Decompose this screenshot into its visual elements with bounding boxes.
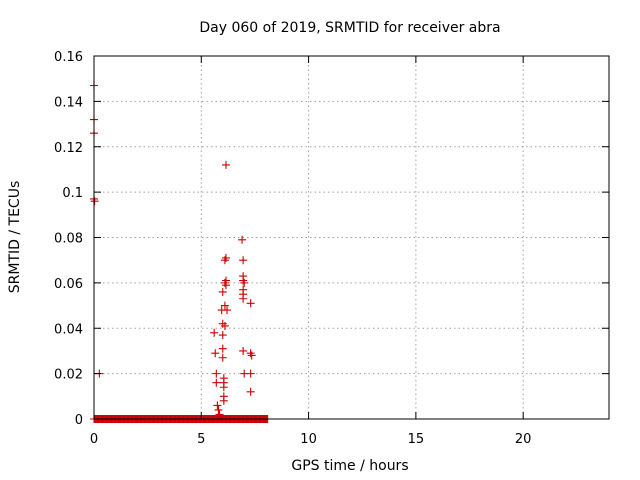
y-tick-label: 0.08 <box>54 232 83 247</box>
data-point <box>212 378 221 387</box>
x-tick-label: 0 <box>90 432 98 447</box>
data-point <box>219 383 228 392</box>
data-point <box>218 353 227 362</box>
x-tick-label: 20 <box>515 432 532 447</box>
x-axis-label: GPS time / hours <box>291 458 408 474</box>
data-points <box>90 81 272 423</box>
data-point <box>239 346 248 355</box>
x-tick-label: 15 <box>408 432 425 447</box>
y-tick-label: 0.1 <box>62 186 83 201</box>
y-tick-label: 0.14 <box>54 95 83 110</box>
y-tick-label: 0 <box>75 413 83 428</box>
data-point <box>218 287 227 296</box>
data-point <box>218 344 227 353</box>
data-point <box>210 328 219 337</box>
data-point <box>212 369 221 378</box>
data-point <box>239 256 248 265</box>
y-tick-label: 0.12 <box>54 141 83 156</box>
chart-title: Day 060 of 2019, SRMTID for receiver abr… <box>199 20 500 36</box>
y-tick-label: 0.04 <box>54 322 83 337</box>
y-tick-label: 0.02 <box>54 368 83 383</box>
data-point <box>220 301 229 310</box>
data-point <box>219 396 228 405</box>
grid-lines <box>94 56 609 419</box>
data-point <box>221 160 230 169</box>
x-tick-labels: 0 5 10 15 20 <box>90 432 532 447</box>
data-point <box>218 331 227 340</box>
data-point <box>223 306 232 315</box>
data-point <box>214 405 223 414</box>
y-tick-label: 0.06 <box>54 277 83 292</box>
y-axis-label: SRMTID / TECUs <box>7 181 23 294</box>
data-point <box>238 235 247 244</box>
data-point <box>239 294 248 303</box>
data-point <box>220 321 229 330</box>
data-point <box>246 369 255 378</box>
data-point <box>213 401 222 410</box>
axis-ticks <box>93 55 609 420</box>
data-point <box>221 281 230 290</box>
data-point <box>221 253 230 262</box>
data-point <box>240 278 249 287</box>
x-tick-label: 5 <box>197 432 205 447</box>
data-point <box>246 299 255 308</box>
data-point <box>247 351 256 360</box>
y-tick-label: 0.16 <box>54 50 83 65</box>
data-point <box>246 387 255 396</box>
y-tick-labels: 0 0.02 0.04 0.06 0.08 0.1 0.12 0.14 0.16 <box>54 50 83 428</box>
x-tick-label: 10 <box>300 432 317 447</box>
data-point <box>215 410 224 419</box>
data-point <box>90 197 99 206</box>
data-point <box>211 349 220 358</box>
